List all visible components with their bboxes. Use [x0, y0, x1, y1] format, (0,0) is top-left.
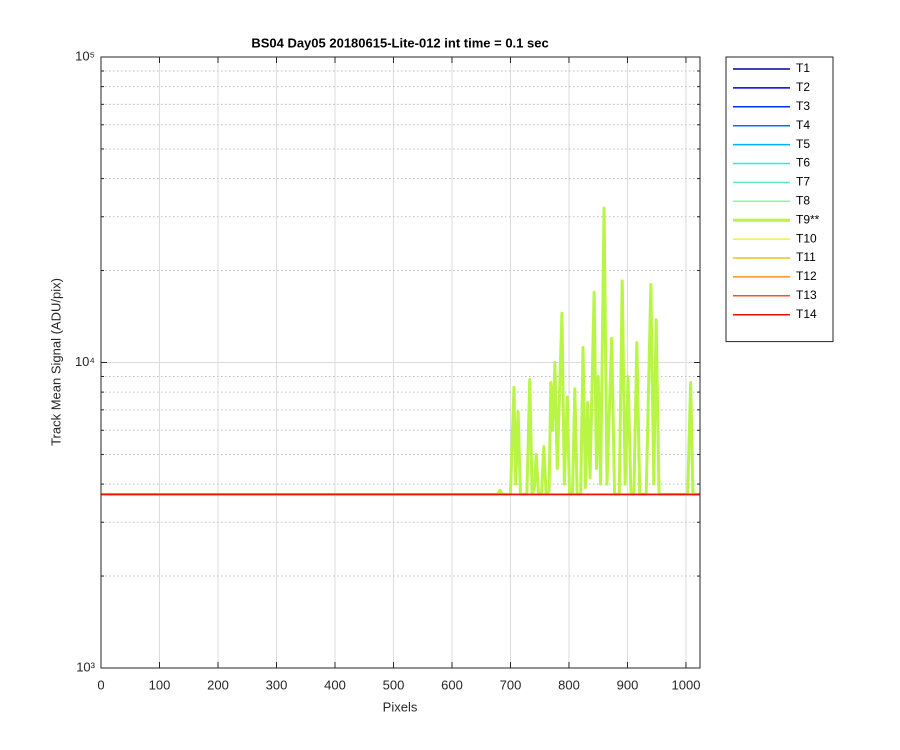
x-tick-label: 300 [266, 677, 288, 692]
legend-label: T9** [796, 212, 820, 226]
legend-box [725, 56, 834, 343]
y-tick-label: 10⁵ [75, 48, 95, 63]
legend-label: T14 [796, 307, 817, 321]
legend-label: T10 [796, 231, 817, 245]
legend-label: T2 [796, 80, 810, 94]
x-axis-label: Pixels [383, 699, 418, 714]
legend-label: T4 [796, 118, 810, 132]
x-tick-label: 800 [558, 677, 580, 692]
legend-label: T12 [796, 269, 817, 283]
x-tick-label: 900 [617, 677, 639, 692]
x-tick-label: 0 [97, 677, 104, 692]
x-tick-label: 200 [207, 677, 229, 692]
x-tick-label: 600 [441, 677, 463, 692]
legend-label: T5 [796, 137, 810, 151]
legend-label: T8 [796, 193, 810, 207]
legend-label: T1 [796, 61, 810, 75]
x-tick-label: 1000 [672, 677, 701, 692]
x-tick-label: 400 [324, 677, 346, 692]
legend-label: T3 [796, 99, 810, 113]
y-tick-label: 10⁴ [75, 354, 95, 369]
legend-label: T7 [796, 175, 810, 189]
y-axis-label: Track Mean Signal (ADU/pix) [48, 278, 63, 446]
legend-label: T6 [796, 156, 810, 170]
x-tick-label: 500 [383, 677, 405, 692]
legend-label: T11 [796, 250, 816, 264]
x-tick-label: 100 [149, 677, 171, 692]
chart-title: BS04 Day05 20180615-Lite-012 int time = … [251, 35, 548, 50]
x-tick-label: 700 [500, 677, 522, 692]
y-tick-label: 10³ [76, 659, 95, 674]
legend-label: T13 [796, 288, 817, 302]
